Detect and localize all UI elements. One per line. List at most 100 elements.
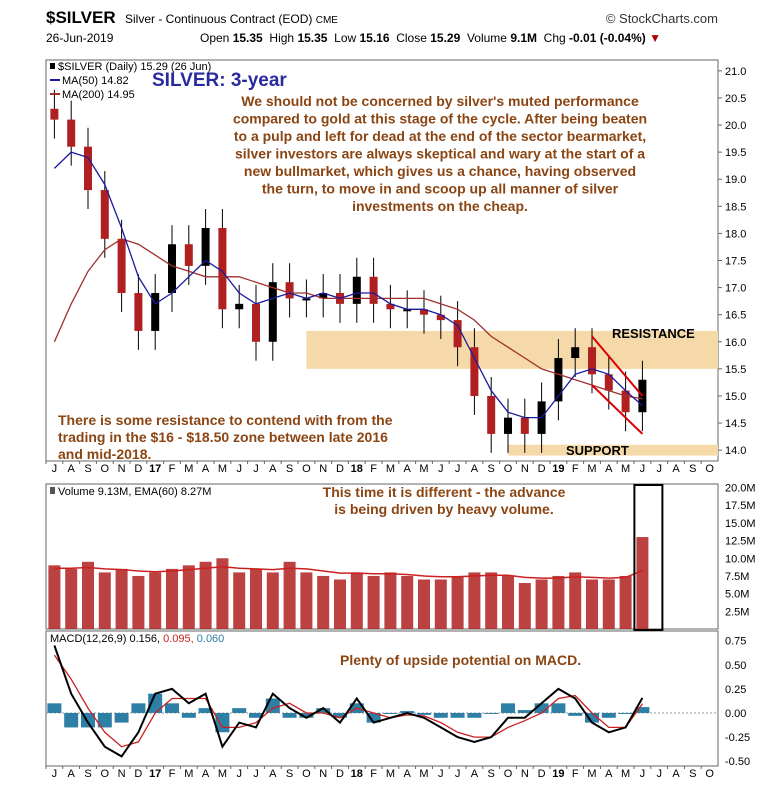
top-xaxis-label: O xyxy=(705,463,714,475)
macd-histogram-bar xyxy=(618,712,633,714)
volume-ytick-label: 20.0M xyxy=(725,483,756,495)
volume-bar xyxy=(149,572,162,629)
price-candle xyxy=(319,293,328,299)
bottom-xaxis-label: O xyxy=(705,768,714,780)
volume-bar xyxy=(367,575,380,629)
bottom-xaxis-label: J xyxy=(253,768,259,780)
macd-histogram-bar xyxy=(383,712,398,714)
macd-legend-part: 0.156, xyxy=(129,633,163,645)
stockcharts-logo[interactable]: © StockCharts.com xyxy=(605,11,718,26)
macd-histogram-bar xyxy=(97,712,112,728)
volume-value: 9.1M xyxy=(510,31,537,45)
resistance-annotation-line: trading in the $16 - $18.50 zone between… xyxy=(58,429,388,445)
volume-ema-line xyxy=(54,566,643,579)
bottom-xaxis-label: D xyxy=(134,768,142,780)
price-legend-swatch xyxy=(50,63,55,69)
price-panel-frame xyxy=(45,59,719,462)
bottom-xaxis-label: J xyxy=(640,768,646,780)
price-ytick-label: 17.5 xyxy=(725,256,746,268)
price-candle xyxy=(403,309,412,312)
price-candle xyxy=(604,374,613,391)
bottom-xaxis-label: O xyxy=(504,768,513,780)
main-annotation-line: silver investors are always skeptical an… xyxy=(235,146,645,162)
bottom-xaxis-label: J xyxy=(438,768,444,780)
top-xaxis-label: A xyxy=(672,463,680,475)
volume-bar xyxy=(569,572,582,629)
close-value: 15.29 xyxy=(430,31,461,45)
description-text: Silver - Continuous Contract (EOD) xyxy=(125,12,313,26)
price-candle xyxy=(504,417,512,434)
price-candle xyxy=(235,303,244,310)
macd-signal-line xyxy=(53,654,643,748)
top-xaxis-label: M xyxy=(621,463,630,475)
volume-bar xyxy=(317,575,330,629)
high-value: 15.35 xyxy=(297,31,328,45)
bottom-xaxis-label: M xyxy=(184,768,193,780)
macd-line xyxy=(53,645,644,758)
macd-histogram-bar xyxy=(568,712,583,716)
bottom-xaxis-label: D xyxy=(336,768,344,780)
volume-bar xyxy=(250,568,262,629)
price-candle xyxy=(386,303,395,310)
price-ytick-label: 15.5 xyxy=(725,364,746,376)
macd-ytick-label: 0.25 xyxy=(725,684,746,696)
top-xaxis-label: J xyxy=(656,463,662,475)
price-ytick-label: 14.0 xyxy=(725,445,746,457)
resistance-annotation-line: There is some resistance to contend with… xyxy=(58,412,393,428)
top-xaxis-label: A xyxy=(404,463,412,475)
top-xaxis-label: 19 xyxy=(552,463,564,475)
support-zone xyxy=(508,444,718,456)
macd-legend-part: MACD(12,26,9) xyxy=(50,633,129,645)
price-ytick-label: 20.0 xyxy=(725,120,746,132)
price-candle xyxy=(184,244,193,266)
macd-histogram-bar xyxy=(635,707,650,713)
price-candle xyxy=(487,395,496,434)
price-candle xyxy=(453,320,462,348)
price-candle xyxy=(218,227,227,310)
bottom-xaxis-label: A xyxy=(269,768,277,780)
macd-histogram-bar xyxy=(249,712,263,718)
volume-bar xyxy=(502,575,514,629)
price-candle xyxy=(520,417,529,434)
price-candle xyxy=(352,276,361,304)
bottom-xaxis-label: M xyxy=(621,768,630,780)
bottom-xaxis-label: J xyxy=(52,768,58,780)
price-candle xyxy=(50,108,59,120)
chg-label: Chg xyxy=(543,31,566,45)
price-candle xyxy=(571,347,580,359)
resistance-annotation-line: and mid-2018. xyxy=(58,446,151,462)
bottom-xaxis-label: J xyxy=(236,768,242,780)
macd-histogram-bar xyxy=(484,712,499,714)
top-xaxis-label: A xyxy=(68,463,76,475)
bottom-xaxis-label: A xyxy=(471,768,479,780)
ma50-legend-label: MA(50) 14.82 xyxy=(62,75,129,87)
top-xaxis-label: J xyxy=(52,463,58,475)
top-xaxis-label: M xyxy=(587,463,596,475)
price-candle xyxy=(470,347,479,396)
bottom-xaxis-label: S xyxy=(84,768,91,780)
macd-ytick-label: -0.50 xyxy=(725,756,750,768)
volume-bar xyxy=(82,561,94,629)
volume-bar xyxy=(98,572,111,629)
volume-bar xyxy=(350,572,363,629)
macd-histogram-bar xyxy=(366,712,381,723)
macd-ytick-label: -0.25 xyxy=(725,732,750,744)
bottom-xaxis-label: A xyxy=(68,768,76,780)
top-xaxis-label: S xyxy=(84,463,91,475)
volume-bar xyxy=(468,572,481,629)
volume-bar xyxy=(48,565,61,629)
volume-bar xyxy=(384,572,397,629)
price-candle xyxy=(252,303,260,342)
volume-legend-swatch xyxy=(50,487,55,494)
price-ytick-label: 19.0 xyxy=(725,174,746,186)
volume-bar xyxy=(602,579,615,629)
top-xaxis-label: A xyxy=(269,463,277,475)
chart-description: Silver - Continuous Contract (EOD) CME xyxy=(125,12,338,26)
top-xaxis-label: 18 xyxy=(351,463,363,475)
top-xaxis-label: J xyxy=(438,463,444,475)
ma50-line xyxy=(53,151,643,419)
volume-legend-label: Volume 9.13M, EMA(60) 8.27M xyxy=(58,486,211,498)
bottom-xaxis-label: J xyxy=(656,768,662,780)
macd-histogram-bar xyxy=(585,712,599,723)
